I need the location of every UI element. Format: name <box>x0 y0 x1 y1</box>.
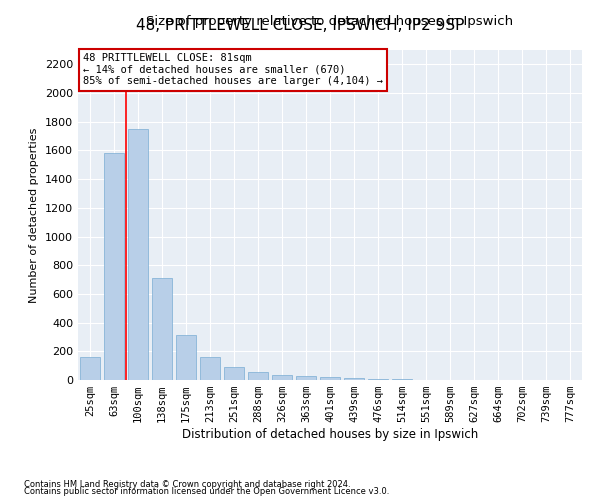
Text: 48, PRITTLEWELL CLOSE, IPSWICH, IP2 9SP: 48, PRITTLEWELL CLOSE, IPSWICH, IP2 9SP <box>136 18 464 32</box>
Bar <box>320 377 340 380</box>
Text: Contains public sector information licensed under the Open Government Licence v3: Contains public sector information licen… <box>24 487 389 496</box>
Bar <box>152 278 172 380</box>
Bar <box>272 374 292 380</box>
Bar <box>224 368 244 380</box>
Y-axis label: Number of detached properties: Number of detached properties <box>29 128 40 302</box>
Bar <box>176 335 196 380</box>
Text: Contains HM Land Registry data © Crown copyright and database right 2024.: Contains HM Land Registry data © Crown c… <box>24 480 350 489</box>
Title: Size of property relative to detached houses in Ipswich: Size of property relative to detached ho… <box>146 15 514 28</box>
Bar <box>200 357 220 380</box>
Bar <box>368 379 388 380</box>
Bar <box>344 378 364 380</box>
Text: 48 PRITTLEWELL CLOSE: 81sqm
← 14% of detached houses are smaller (670)
85% of se: 48 PRITTLEWELL CLOSE: 81sqm ← 14% of det… <box>83 54 383 86</box>
Bar <box>128 129 148 380</box>
Bar <box>80 357 100 380</box>
Bar <box>248 372 268 380</box>
Bar <box>104 152 124 380</box>
Bar <box>296 376 316 380</box>
X-axis label: Distribution of detached houses by size in Ipswich: Distribution of detached houses by size … <box>182 428 478 441</box>
